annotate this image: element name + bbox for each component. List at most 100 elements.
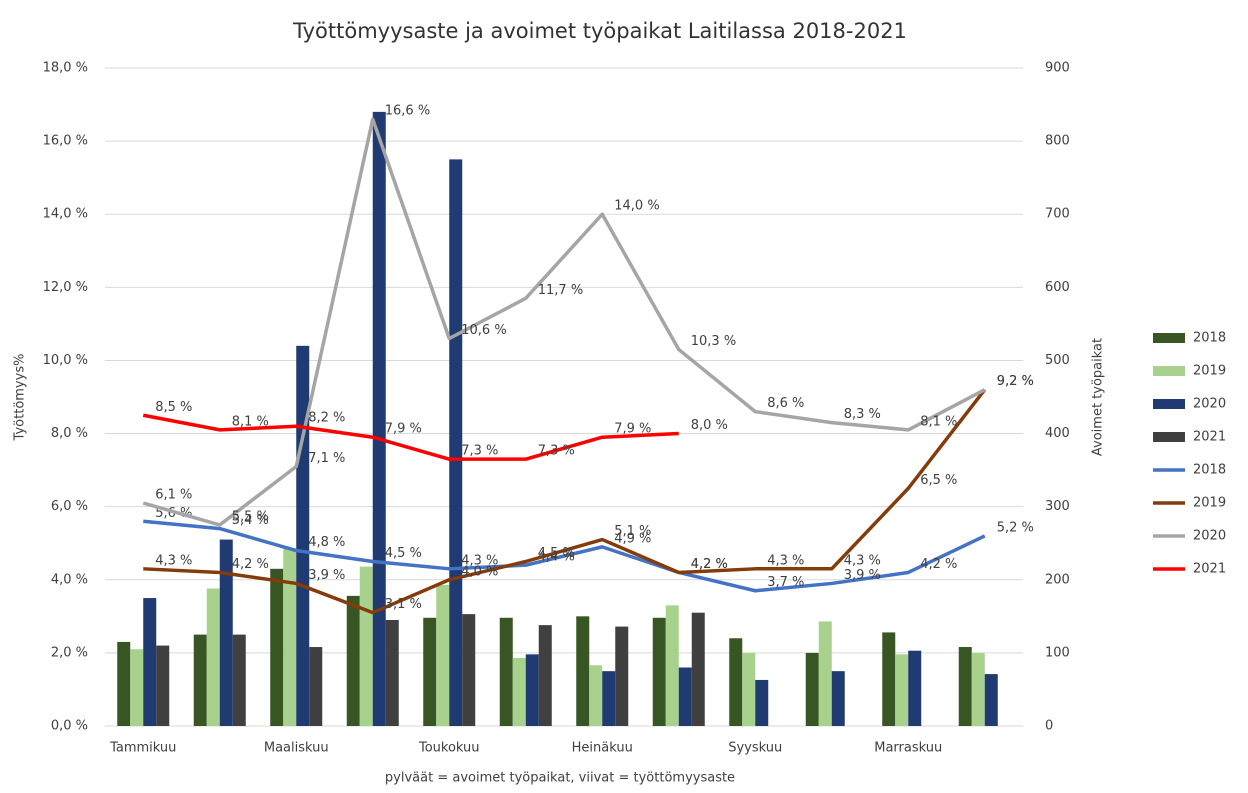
data-label: 8,1 % [232,414,269,429]
legend-label: 2018 [1193,463,1226,478]
bar [908,650,922,726]
line [143,519,986,593]
data-label: 9,2 % [997,374,1034,389]
data-label: 4,9 % [614,531,651,546]
bar [283,548,297,726]
y-axis-title: Työttömyys% [13,354,28,442]
bar [882,632,896,726]
data-label: 3,9 % [844,568,881,583]
y2-tick-label: 900 [1045,61,1070,76]
y2-tick-label: 600 [1045,280,1070,295]
data-label: 11,7 % [538,283,583,298]
x-axis-title: pylväät = avoimet työpaikat, viivat = ty… [385,771,735,786]
bar [423,617,437,726]
legend-label: 2020 [1193,397,1226,412]
bar [193,634,207,726]
legend-label: 2021 [1193,430,1226,445]
data-label: 4,2 % [691,557,728,572]
bar [755,679,769,726]
bar [818,621,832,726]
bar [831,671,845,726]
data-label: 4,2 % [232,557,269,572]
y-tick-label: 0,0 % [51,719,88,734]
data-label: 7,1 % [308,451,345,466]
bar [117,641,131,726]
x-tick-label: Syyskuu [728,741,782,756]
data-label: 7,9 % [614,422,651,437]
data-label: 3,1 % [385,597,422,612]
bar [691,612,705,726]
legend-swatch [1153,333,1185,343]
bar [615,626,629,726]
bar [525,654,539,726]
bar [971,652,985,726]
data-label: 8,3 % [844,407,881,422]
bar [652,617,666,726]
y-tick-label: 6,0 % [51,499,88,514]
legend-swatch [1153,399,1185,409]
data-label: 7,3 % [461,444,498,459]
y-tick-label: 18,0 % [43,61,88,76]
chart-title: Työttömyysaste ja avoimet työpaikat Lait… [292,19,907,43]
y2-tick-label: 500 [1045,353,1070,368]
data-label: 6,5 % [920,473,957,488]
bar [499,617,513,726]
bar [219,539,233,726]
bar [143,598,157,726]
bar [512,658,526,726]
data-label: 4,5 % [385,546,422,561]
data-label: 4,2 % [920,557,957,572]
data-label: 5,5 % [232,509,269,524]
bar [576,616,590,726]
data-label: 4,3 % [461,553,498,568]
data-label: 5,4 % [232,513,269,528]
bar [270,568,284,726]
data-label: 10,3 % [691,334,736,349]
bar [665,605,679,726]
legend-label: 2018 [1193,331,1226,346]
x-tick-label: Heinäkuu [572,741,633,756]
data-label: 8,1 % [920,414,957,429]
y2-tick-label: 700 [1045,207,1070,222]
data-label: 6,1 % [155,488,192,503]
data-label: 3,7 % [767,575,804,590]
data-label: 4,3 % [844,553,881,568]
data-label: 4,2 % [691,557,728,572]
bar [206,588,220,726]
bar [589,665,603,726]
bar [729,638,743,726]
y2-tick-label: 300 [1045,499,1070,514]
y2-tick-label: 400 [1045,426,1070,441]
legend-swatch [1153,432,1185,442]
bar [156,645,170,726]
bar [346,595,360,726]
bar [602,671,616,726]
bar [385,619,399,726]
data-label: 4,0 % [461,564,498,579]
line [143,388,987,615]
bar [359,566,373,726]
y2-tick-label: 0 [1045,719,1053,734]
x-tick-label: Marraskuu [874,741,942,756]
bar [958,647,972,726]
data-label: 9,2 % [997,374,1034,389]
y-tick-label: 14,0 % [43,207,88,222]
y2-tick-label: 100 [1045,645,1070,660]
data-label: 5,2 % [997,520,1034,535]
y2-axis-title: Avoimet työpaikat [1091,338,1106,456]
data-label: 3,9 % [308,568,345,583]
y-tick-label: 4,0 % [51,572,88,587]
x-tick-label: Maaliskuu [264,741,329,756]
y-tick-label: 8,0 % [51,426,88,441]
data-label: 4,4 % [538,550,575,565]
bar [678,667,692,726]
data-label: 8,2 % [308,411,345,426]
data-label: 4,8 % [308,535,345,550]
data-label: 10,6 % [461,323,506,338]
legend-swatch [1153,366,1185,376]
data-label: 16,6 % [385,104,430,119]
data-label: 8,5 % [155,400,192,415]
legend-label: 2021 [1193,562,1226,577]
data-label: 7,9 % [385,422,422,437]
